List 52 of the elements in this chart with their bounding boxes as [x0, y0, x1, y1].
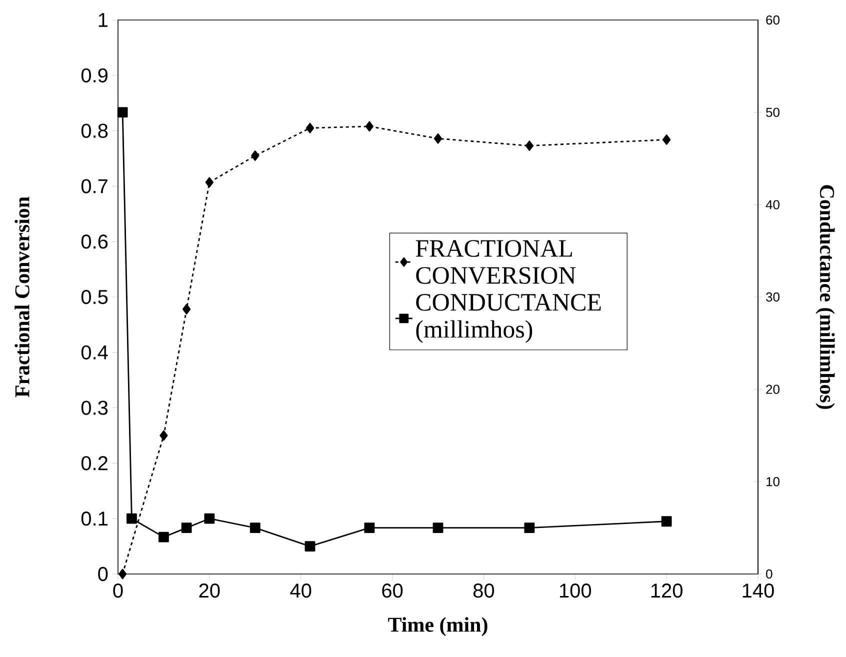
- x-tick-label: 60: [382, 584, 403, 598]
- point: [181, 522, 192, 534]
- point: [158, 532, 169, 542]
- y-tick-label: 0.7: [81, 179, 108, 194]
- x-tick-label: 100: [560, 584, 592, 598]
- point: [524, 522, 535, 534]
- legend-label: FRACTIONAL CONVERSION: [416, 240, 576, 284]
- y2-tick-label: 30: [766, 292, 780, 302]
- point: [182, 304, 191, 314]
- x-tick-label: 0: [113, 584, 123, 598]
- y-tick-label: 0.5: [81, 290, 108, 304]
- x-tick-label: 20: [199, 584, 220, 598]
- y2-axis-title: Conductance (millimhos): [816, 185, 835, 409]
- point: [525, 140, 534, 151]
- y2-tick-label: 50: [766, 108, 780, 117]
- point: [204, 513, 215, 524]
- point: [432, 522, 444, 534]
- y-tick-label: 0.6: [81, 234, 108, 249]
- y-tick-label: 0.2: [81, 456, 108, 470]
- y2-tick-label: 0: [766, 569, 772, 579]
- point: [126, 513, 137, 524]
- y-tick-label: 0.3: [81, 400, 108, 415]
- x-tick-label: 40: [290, 584, 312, 598]
- y2-tick-label: 40: [766, 200, 780, 210]
- y-tick-label: 0.8: [81, 124, 108, 138]
- x-axis-title: Time (min): [388, 617, 488, 636]
- y-tick-label: 0.4: [81, 345, 108, 360]
- x-tick-label: 140: [742, 584, 774, 598]
- point: [304, 541, 316, 552]
- y2-tick-label: 60: [766, 15, 780, 25]
- y2-tick-label: 20: [766, 384, 780, 394]
- point: [117, 107, 128, 118]
- point: [118, 568, 127, 580]
- y-axis-title: Fractional Conversion: [14, 196, 30, 398]
- x-tick-label: 80: [473, 584, 494, 598]
- point: [365, 121, 374, 132]
- point: [205, 177, 214, 188]
- point: [662, 134, 671, 145]
- point: [306, 122, 314, 134]
- point: [251, 150, 260, 161]
- x-tick-label: 120: [651, 584, 682, 598]
- point: [160, 430, 168, 441]
- y-tick-label: 0.1: [81, 512, 108, 526]
- point: [434, 133, 442, 144]
- y-tick-label: 1: [98, 13, 108, 27]
- point: [661, 516, 672, 527]
- point: [250, 522, 260, 534]
- point: [364, 522, 375, 534]
- y-tick-label: 0.9: [81, 68, 108, 82]
- y2-tick-label: 10: [766, 477, 780, 486]
- y-tick-label: 0: [98, 566, 108, 582]
- legend-label: CONDUCTANCE (millimhos): [416, 294, 601, 343]
